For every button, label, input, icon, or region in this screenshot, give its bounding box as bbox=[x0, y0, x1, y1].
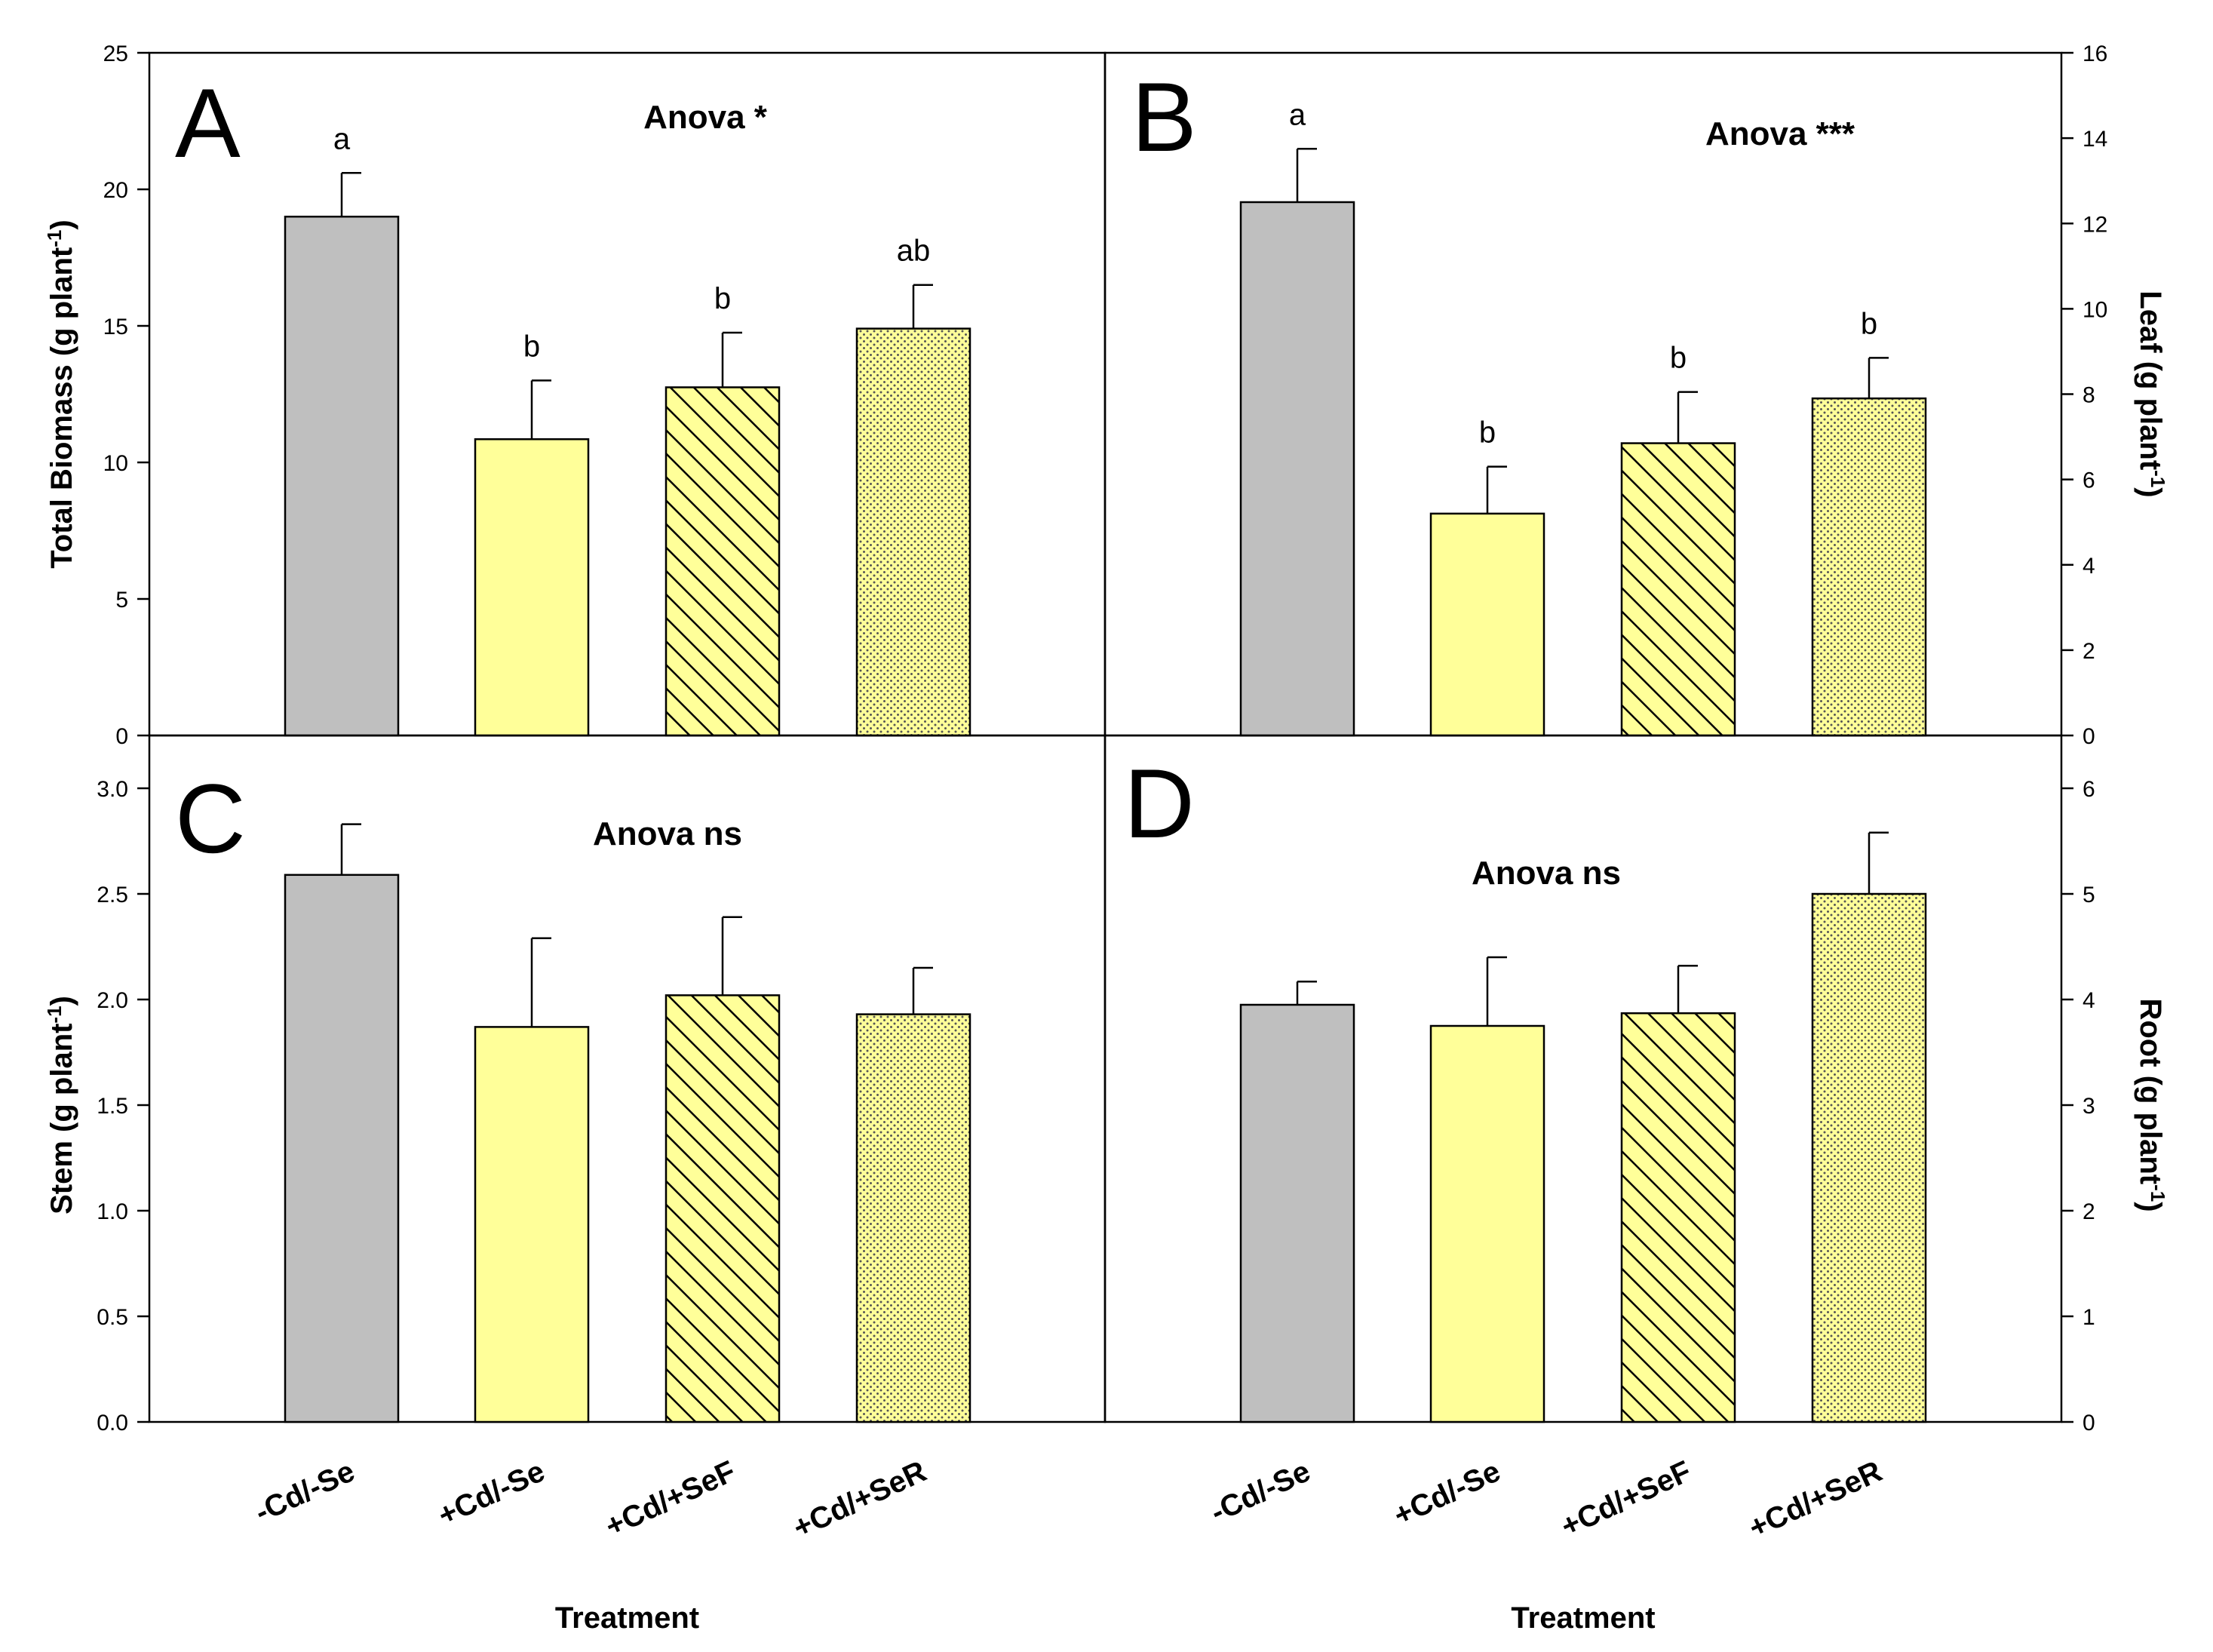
bar-+Cd/+SeF bbox=[665, 994, 781, 1423]
panel-letter: C bbox=[175, 763, 246, 874]
y-tick-label: 0.0 bbox=[97, 1411, 128, 1436]
bar-+Cd/-Se bbox=[1429, 512, 1545, 737]
y-axis-label: Root (g plant-1) bbox=[2134, 998, 2169, 1211]
y-tick-label: 1.0 bbox=[97, 1199, 128, 1224]
anova-annotation: Anova * bbox=[643, 99, 768, 136]
y-tick-label: 0 bbox=[2083, 724, 2095, 749]
panel-b: 0 2 4 6 8 10 12 14 16 Leaf (g plant-1) a b b b B Anova … bbox=[1103, 41, 2169, 749]
y-tick-label: 4 bbox=[2083, 988, 2095, 1013]
panel-letter: B bbox=[1131, 62, 1197, 172]
y-axis-label: Leaf (g plant-1) bbox=[2134, 290, 2169, 497]
bar-+Cd/+SeR bbox=[855, 1013, 971, 1423]
y-tick-label: 1.5 bbox=[97, 1094, 128, 1119]
y-tick-label: 2.0 bbox=[97, 988, 128, 1013]
x-axis-label: Treatment bbox=[1511, 1601, 1655, 1635]
y-axis-label-main: Root (g plant bbox=[2134, 998, 2167, 1184]
bar-+Cd/+SeR bbox=[1811, 397, 1927, 737]
significance-letter: b bbox=[1861, 307, 1877, 340]
bar-+Cd/+SeF bbox=[1620, 442, 1736, 737]
y-axis-label-end: ) bbox=[2134, 1202, 2167, 1211]
anova-annotation: Anova ns bbox=[1472, 855, 1621, 892]
category-label: +Cd/-Se bbox=[1389, 1454, 1506, 1532]
category-label: -Cd/-Se bbox=[1205, 1454, 1315, 1529]
significance-letter: b bbox=[1670, 342, 1687, 375]
y-tick-label: 10 bbox=[103, 451, 128, 476]
category-label: +Cd/-Se bbox=[433, 1454, 550, 1532]
y-tick-label: 6 bbox=[2083, 777, 2095, 802]
y-tick-label: 8 bbox=[2083, 383, 2095, 408]
bar-+Cd/-Se bbox=[474, 1026, 590, 1423]
category-label: +Cd/+SeF bbox=[1556, 1454, 1696, 1543]
y-axis-label-sup: -1 bbox=[2147, 470, 2169, 487]
y-tick-label: 15 bbox=[103, 315, 128, 339]
significance-letter: a bbox=[333, 122, 351, 155]
panel-letter: D bbox=[1124, 748, 1195, 858]
category-label: +Cd/+SeR bbox=[1744, 1454, 1887, 1545]
y-tick-label: 6 bbox=[2083, 468, 2095, 493]
y-axis-label-sup: -1 bbox=[43, 230, 66, 247]
y-tick-label: 12 bbox=[2083, 212, 2107, 237]
y-tick-label: 0 bbox=[2083, 1411, 2095, 1436]
y-tick-label: 16 bbox=[2083, 41, 2107, 66]
y-tick-label: 0 bbox=[115, 724, 128, 749]
y-axis-label-sup: -1 bbox=[2147, 1184, 2169, 1202]
significance-letter: a bbox=[1289, 98, 1306, 131]
bar--Cd/-Se bbox=[1239, 1003, 1355, 1423]
y-axis-label: Total Biomass (g plant-1) bbox=[43, 220, 78, 568]
y-tick-label: 20 bbox=[103, 178, 128, 203]
y-axis-label-end: ) bbox=[2134, 487, 2167, 497]
bar-+Cd/+SeR bbox=[855, 327, 971, 737]
y-tick-label: 3.0 bbox=[97, 777, 128, 802]
anova-annotation: Anova *** bbox=[1705, 115, 1855, 152]
y-tick-label: 25 bbox=[103, 41, 128, 66]
significance-letter: b bbox=[523, 330, 540, 363]
category-label: +Cd/+SeR bbox=[788, 1454, 932, 1545]
y-tick-label: 2.5 bbox=[97, 883, 128, 907]
y-axis-label-main: Total Biomass (g plant bbox=[45, 247, 78, 569]
y-tick-label: 3 bbox=[2083, 1094, 2095, 1119]
y-tick-label: 2 bbox=[2083, 639, 2095, 664]
bar--Cd/-Se bbox=[284, 874, 400, 1423]
bar-+Cd/-Se bbox=[474, 438, 590, 737]
x-axis-label: Treatment bbox=[555, 1601, 699, 1635]
y-axis-label-main: Stem (g plant bbox=[45, 1024, 78, 1214]
y-tick-label: 0.5 bbox=[97, 1305, 128, 1330]
y-axis-label: Stem (g plant-1) bbox=[43, 996, 78, 1214]
bar-+Cd/+SeR bbox=[1811, 892, 1927, 1423]
panel-d: 0 1 2 3 4 5 6 Root (g plant-1) D Anova ns -Cd/-Se +… bbox=[1103, 734, 2169, 1635]
significance-letter: ab bbox=[897, 235, 931, 268]
y-tick-label: 4 bbox=[2083, 554, 2095, 579]
significance-letter: b bbox=[714, 282, 731, 315]
panel-frame bbox=[1103, 734, 2063, 1423]
category-label: +Cd/+SeF bbox=[600, 1454, 741, 1543]
bar-+Cd/+SeF bbox=[1620, 1012, 1736, 1423]
bar-+Cd/+SeF bbox=[665, 386, 781, 737]
y-axis-label-sup: -1 bbox=[43, 1006, 66, 1023]
category-label: -Cd/-Se bbox=[250, 1454, 359, 1529]
y-tick-label: 10 bbox=[2083, 297, 2107, 322]
y-tick-label: 2 bbox=[2083, 1199, 2095, 1224]
bar-+Cd/-Se bbox=[1429, 1024, 1545, 1423]
significance-letter: b bbox=[1479, 416, 1496, 450]
y-tick-label: 5 bbox=[115, 588, 128, 613]
y-tick-label: 14 bbox=[2083, 127, 2107, 152]
bar--Cd/-Se bbox=[1239, 201, 1355, 737]
y-tick-label: 5 bbox=[2083, 883, 2095, 907]
panel-c: 0.0 0.5 1.0 1.5 2.0 2.5 3.0 Stem (g plant-1) C An… bbox=[43, 734, 1106, 1635]
anova-annotation: Anova ns bbox=[593, 815, 742, 852]
y-axis-label-end: ) bbox=[45, 996, 78, 1006]
bar--Cd/-Se bbox=[284, 215, 400, 737]
y-axis-label-end: ) bbox=[45, 220, 78, 229]
panel-letter: A bbox=[175, 68, 241, 178]
y-axis-label-main: Leaf (g plant bbox=[2134, 290, 2167, 470]
y-tick-label: 1 bbox=[2083, 1305, 2095, 1330]
